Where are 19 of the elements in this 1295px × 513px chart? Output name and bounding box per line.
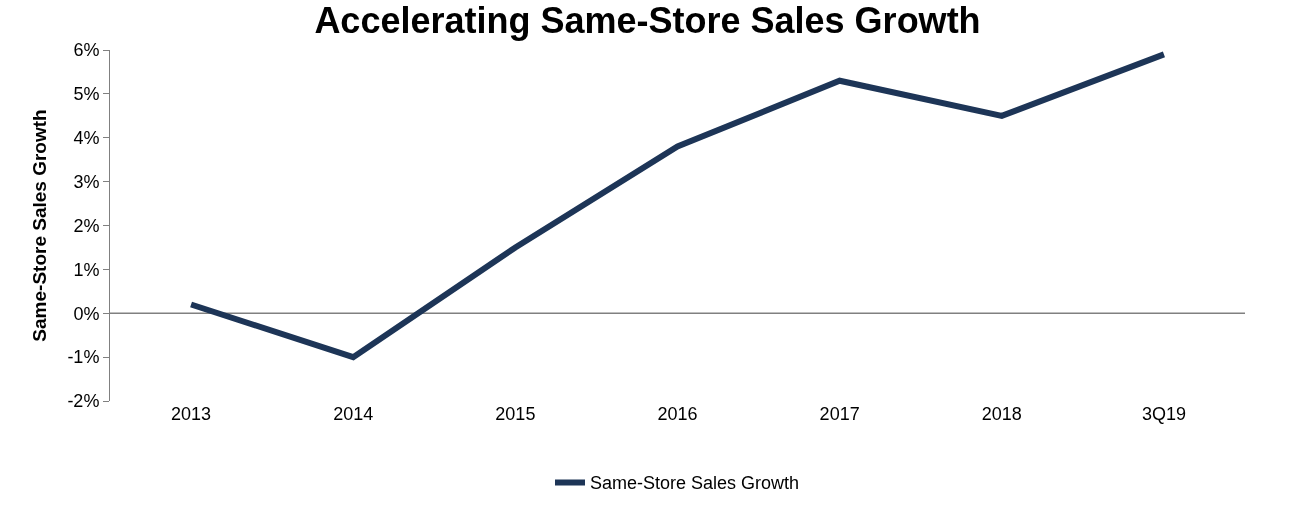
x-tick-label: 2015 [495,404,536,424]
y-tick-label: 2% [73,215,100,236]
y-tick-label: -1% [67,347,100,368]
y-tick-label: 3% [73,171,100,192]
y-tick-label: 0% [73,303,100,324]
x-tick-label: 2018 [981,404,1022,424]
y-tick-label: 5% [73,84,100,105]
y-tick-label: -2% [67,391,100,412]
chart-title: Accelerating Same-Store Sales Growth [314,0,981,41]
x-tick-label: 2017 [819,404,860,424]
x-tick-label: 3Q19 [1141,404,1186,424]
x-tick-label: 2013 [171,404,212,424]
legend-label: Same-Store Sales Growth [590,473,800,494]
x-tick-label: 2016 [657,404,698,424]
y-tick-label: 6% [73,40,100,61]
y-tick-label: 4% [73,128,100,149]
x-tick-label: 2014 [333,404,374,424]
y-axis-title: Same-Store Sales Growth [29,109,51,342]
y-tick-label: 1% [73,259,100,280]
